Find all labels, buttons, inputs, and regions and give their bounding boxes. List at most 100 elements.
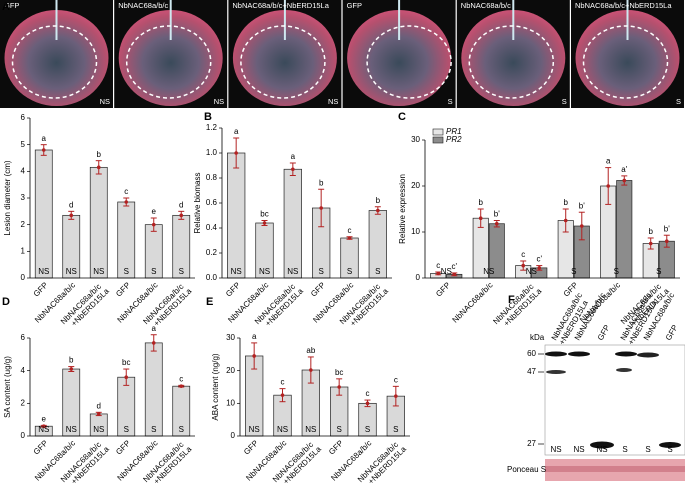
- y-tick-label: 6: [21, 333, 26, 342]
- significance-label: bc: [335, 368, 343, 377]
- y-tick-label: 0.2: [206, 248, 218, 257]
- photo-corner-label: NS: [100, 97, 110, 106]
- x-tick-label: GFP: [242, 439, 260, 457]
- significance-label: e: [152, 207, 157, 216]
- lesion-outline: [468, 25, 555, 99]
- data-point: [262, 221, 267, 225]
- data-point: [96, 165, 101, 170]
- y-tick-label: 2: [21, 398, 26, 407]
- bar-label: NS: [66, 425, 77, 434]
- lane-label: NS: [573, 445, 584, 454]
- y-axis-label: ABA content (ng/g): [211, 353, 220, 420]
- y-tick-label: 10: [226, 398, 235, 407]
- legend-label: PR1: [446, 127, 462, 136]
- blot-membrane: [544, 344, 685, 456]
- panel-letter: C: [398, 111, 406, 123]
- leaf: [575, 10, 680, 106]
- data-point: [337, 385, 341, 389]
- leaf: [461, 10, 566, 106]
- bar: [89, 166, 108, 279]
- y-tick-label: 2: [21, 220, 26, 229]
- x-tick-label: GFP: [309, 281, 327, 299]
- y-axis-label: Relative biomass: [193, 173, 202, 234]
- data-point: [365, 401, 370, 406]
- photo-label: NbNAC68a/b/c+NbERD15La: [232, 1, 329, 10]
- data-point: [436, 271, 441, 276]
- data-point: [478, 216, 483, 220]
- legend-swatch: [432, 136, 444, 144]
- data-point: [394, 394, 398, 398]
- bar-label: NS: [483, 267, 494, 276]
- x-tick-label: GFP: [434, 281, 452, 299]
- significance-label: c: [521, 250, 525, 259]
- photo-corner-label: NS: [214, 97, 224, 106]
- loading-label: Ponceau S: [507, 465, 546, 474]
- leaf: [232, 10, 337, 106]
- bar-label: S: [336, 425, 341, 434]
- bar-label: S: [365, 425, 370, 434]
- leaf: [118, 10, 223, 106]
- panel-letter: F: [508, 294, 515, 306]
- x-tick-label: GFP: [114, 281, 132, 299]
- legend-swatch: [432, 128, 444, 136]
- band: [590, 441, 614, 449]
- y-tick-label: 0: [416, 273, 421, 282]
- x-tick-label: NbNAC68a/b/c: [451, 281, 495, 325]
- data-point: [521, 263, 526, 268]
- panel-letter: A: [2, 1, 10, 13]
- y-tick-label: 1.0: [206, 148, 218, 157]
- significance-label: a: [42, 134, 47, 143]
- data-point: [648, 241, 653, 246]
- bar: [34, 149, 53, 279]
- significance-label: a: [252, 332, 257, 341]
- y-tick-label: 0: [231, 431, 236, 440]
- significance-label: b: [97, 150, 102, 159]
- significance-label: a: [291, 152, 296, 161]
- data-point: [537, 266, 542, 270]
- panel-letter: B: [204, 111, 212, 123]
- band: [546, 370, 566, 374]
- y-tick-label: 0.8: [206, 173, 218, 182]
- unit-label: kDa: [530, 333, 545, 342]
- data-point: [252, 354, 256, 358]
- band: [568, 351, 590, 357]
- significance-label: b: [69, 356, 74, 365]
- significance-label: b': [664, 224, 670, 233]
- significance-label: b: [376, 196, 381, 205]
- x-tick-label: GFP: [114, 439, 132, 457]
- significance-label: c: [179, 374, 183, 383]
- marker-label: 47: [527, 367, 536, 376]
- bar-label: NS: [38, 267, 49, 276]
- y-tick-label: 1.2: [206, 123, 218, 132]
- significance-label: e: [42, 414, 47, 423]
- lane-label: S: [645, 445, 650, 454]
- band: [616, 368, 632, 372]
- data-point: [179, 213, 184, 218]
- lane-label: NS: [596, 445, 607, 454]
- y-tick-label: 0.4: [206, 223, 218, 232]
- y-tick-label: 6: [21, 113, 26, 122]
- bar-label: S: [124, 425, 129, 434]
- y-axis-label: Lesion diameter (cm): [3, 160, 12, 235]
- x-tick-label: NbNAC68a/b/c +NbERD15La: [491, 280, 543, 332]
- data-point: [622, 178, 627, 183]
- photo-corner-label: S: [448, 97, 453, 106]
- data-point: [309, 368, 313, 372]
- lane-label: S: [622, 445, 627, 454]
- data-point: [563, 218, 568, 223]
- lesion-outline: [240, 25, 326, 99]
- data-point: [41, 148, 46, 152]
- lesion-outline: [11, 25, 98, 99]
- bar-label: S: [179, 267, 184, 276]
- significance-label: a: [152, 324, 157, 333]
- y-tick-label: 1: [21, 246, 26, 255]
- significance-label: c: [124, 187, 128, 196]
- data-point: [124, 375, 129, 380]
- data-point: [664, 239, 669, 243]
- bar-label: NS: [277, 425, 288, 434]
- significance-label: c: [281, 378, 285, 387]
- bar-label: NS: [526, 267, 537, 276]
- band: [637, 352, 659, 358]
- legend-label: PR2: [446, 135, 462, 144]
